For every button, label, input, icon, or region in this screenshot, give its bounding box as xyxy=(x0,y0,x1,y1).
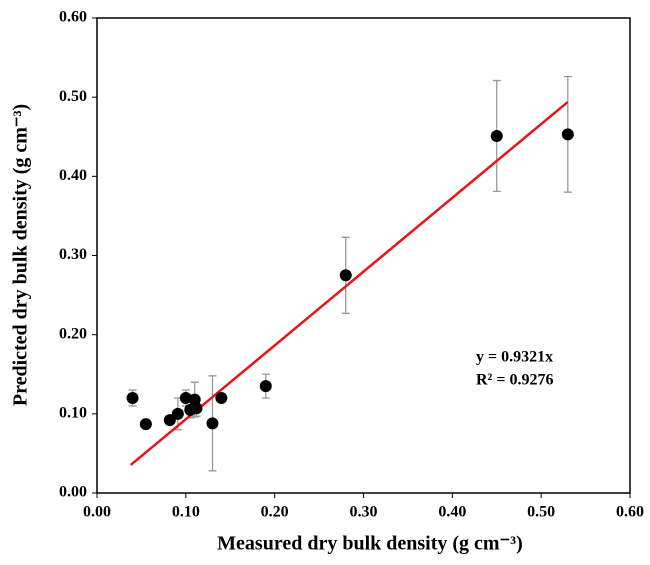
equation: y = 0.9321x xyxy=(476,349,553,366)
point xyxy=(561,128,574,141)
x-tick-label: 0.60 xyxy=(616,504,644,521)
point xyxy=(179,392,192,404)
point xyxy=(490,129,503,142)
r-squared: R² = 0.9276 xyxy=(476,372,553,389)
x-tick-label: 0.50 xyxy=(527,504,555,521)
y-tick-label: 0.00 xyxy=(59,484,87,501)
point xyxy=(190,402,203,415)
x-tick-label: 0.20 xyxy=(261,504,289,521)
y-tick-label: 0.10 xyxy=(59,405,87,422)
point xyxy=(139,418,152,431)
y-tick-label: 0.20 xyxy=(59,325,87,342)
point xyxy=(339,269,352,282)
x-tick-label: 0.10 xyxy=(172,504,200,521)
point xyxy=(171,407,184,420)
point xyxy=(259,380,272,393)
point xyxy=(206,417,219,430)
trendline xyxy=(129,100,569,466)
y-axis-label: Predicted dry bulk density (g cm⁻³) xyxy=(10,104,32,406)
plot-frame xyxy=(96,17,631,494)
x-tick-label: 0.40 xyxy=(438,504,466,521)
x-tick-label: 0.30 xyxy=(350,504,378,521)
y-tick-label: 0.60 xyxy=(59,9,87,26)
x-tick-label: 0.00 xyxy=(83,504,111,521)
point xyxy=(215,392,228,404)
x-axis-label: Measured dry bulk density (g cm⁻³) xyxy=(217,533,523,555)
point xyxy=(163,414,176,427)
y-tick-label: 0.50 xyxy=(59,88,87,105)
point xyxy=(126,392,139,404)
y-tick-label: 0.30 xyxy=(59,246,87,263)
y-tick-label: 0.40 xyxy=(59,167,87,184)
